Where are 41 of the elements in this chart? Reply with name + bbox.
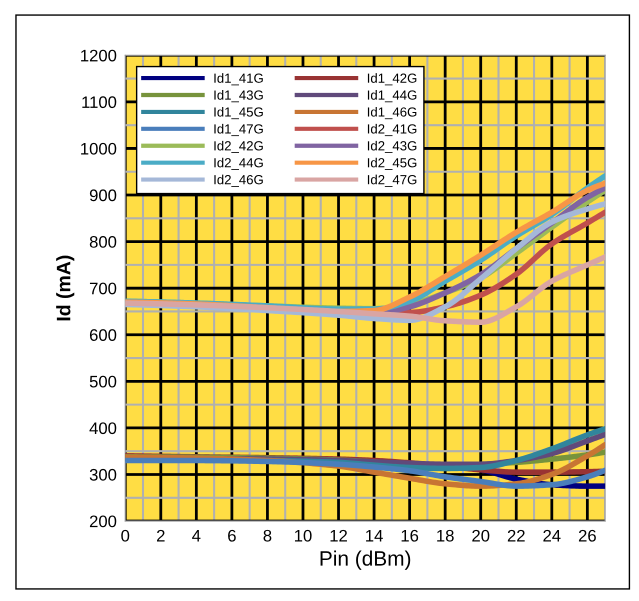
legend-label: Id2_45G xyxy=(368,158,416,170)
legend-label: Id2_46G xyxy=(214,174,263,187)
x-tick-label: 0 xyxy=(121,530,130,542)
x-tick-label: 10 xyxy=(294,530,312,542)
x-tick-label: 26 xyxy=(578,530,596,542)
x-tick-label: 6 xyxy=(228,530,236,542)
legend-label: Id1_43G xyxy=(214,90,263,102)
y-tick-label: 600 xyxy=(90,329,116,341)
x-axis-title: Pin (dBm) xyxy=(320,550,410,570)
y-axis-title: Id (mA) xyxy=(56,256,74,320)
x-tick-label: 12 xyxy=(330,530,347,542)
y-tick-label: 1200 xyxy=(81,50,116,62)
y-tick-label: 500 xyxy=(90,376,116,388)
legend-label: Id1_41G xyxy=(214,73,263,86)
legend-label: Id1_46G xyxy=(368,106,416,120)
x-tick-label: 20 xyxy=(472,530,490,542)
x-tick-label: 24 xyxy=(543,530,561,542)
x-tick-label: 4 xyxy=(192,530,200,542)
legend-label: Id1_42G xyxy=(368,73,416,86)
legend-label: Id1_47G xyxy=(214,124,263,136)
x-tick-label: 14 xyxy=(366,530,383,542)
y-tick-label: 800 xyxy=(90,236,116,248)
legend-label: Id2_44G xyxy=(214,158,263,170)
legend-label: Id2_42G xyxy=(214,140,263,153)
x-tick-label: 22 xyxy=(508,530,525,542)
x-tick-label: 8 xyxy=(264,530,272,542)
legend-label: Id2_47G xyxy=(368,174,416,187)
legend-label: Id1_45G xyxy=(214,106,263,120)
y-tick-label: 1000 xyxy=(81,142,116,155)
legend-label: Id2_43G xyxy=(368,140,416,153)
legend-label: Id1_44G xyxy=(368,90,416,102)
y-tick-label: 1100 xyxy=(82,96,116,108)
y-tick-label: 300 xyxy=(90,468,116,481)
x-tick-label: 16 xyxy=(402,530,418,542)
y-tick-label: 900 xyxy=(90,189,116,202)
y-tick-label: 400 xyxy=(89,422,116,434)
y-tick-label: 700 xyxy=(90,282,116,294)
x-tick-label: 2 xyxy=(156,530,165,542)
x-tick-label: 18 xyxy=(437,530,454,542)
legend-label: Id2_41G xyxy=(368,124,416,136)
y-tick-label: 200 xyxy=(90,515,116,528)
